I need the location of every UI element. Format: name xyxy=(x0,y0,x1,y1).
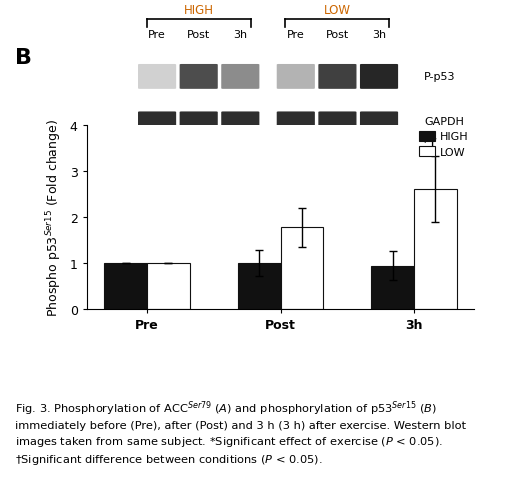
Bar xyxy=(280,228,323,310)
FancyBboxPatch shape xyxy=(221,65,259,90)
Bar xyxy=(104,264,147,310)
Legend: HIGH, LOW: HIGH, LOW xyxy=(418,131,468,157)
Y-axis label: Phospho p53$^{Ser15}$ (Fold change): Phospho p53$^{Ser15}$ (Fold change) xyxy=(44,119,64,317)
Text: GAPDH: GAPDH xyxy=(423,117,463,127)
FancyBboxPatch shape xyxy=(359,65,398,90)
FancyBboxPatch shape xyxy=(318,112,356,131)
Bar xyxy=(237,264,280,310)
FancyBboxPatch shape xyxy=(179,112,217,131)
Bar xyxy=(147,264,189,310)
Text: Post: Post xyxy=(325,30,348,40)
Bar xyxy=(371,266,413,310)
FancyBboxPatch shape xyxy=(138,112,176,131)
Text: B: B xyxy=(15,48,32,68)
FancyBboxPatch shape xyxy=(276,65,314,90)
FancyBboxPatch shape xyxy=(138,65,176,90)
Text: LOW: LOW xyxy=(323,4,350,17)
Bar xyxy=(413,189,456,310)
Text: HIGH: HIGH xyxy=(183,4,213,17)
FancyBboxPatch shape xyxy=(359,112,398,131)
FancyBboxPatch shape xyxy=(221,112,259,131)
Text: 3h: 3h xyxy=(233,30,247,40)
Text: Pre: Pre xyxy=(148,30,165,40)
FancyBboxPatch shape xyxy=(179,65,217,90)
Text: 3h: 3h xyxy=(371,30,385,40)
Text: Post: Post xyxy=(187,30,210,40)
Text: *†: *† xyxy=(419,133,436,151)
FancyBboxPatch shape xyxy=(276,112,314,131)
FancyBboxPatch shape xyxy=(318,65,356,90)
Text: Pre: Pre xyxy=(287,30,304,40)
Text: P-p53: P-p53 xyxy=(423,72,455,82)
Text: Fig. 3. Phosphorylation of ACC$^{Ser79}$ ($A$) and phosphorylation of p53$^{Ser1: Fig. 3. Phosphorylation of ACC$^{Ser79}$… xyxy=(15,398,466,466)
